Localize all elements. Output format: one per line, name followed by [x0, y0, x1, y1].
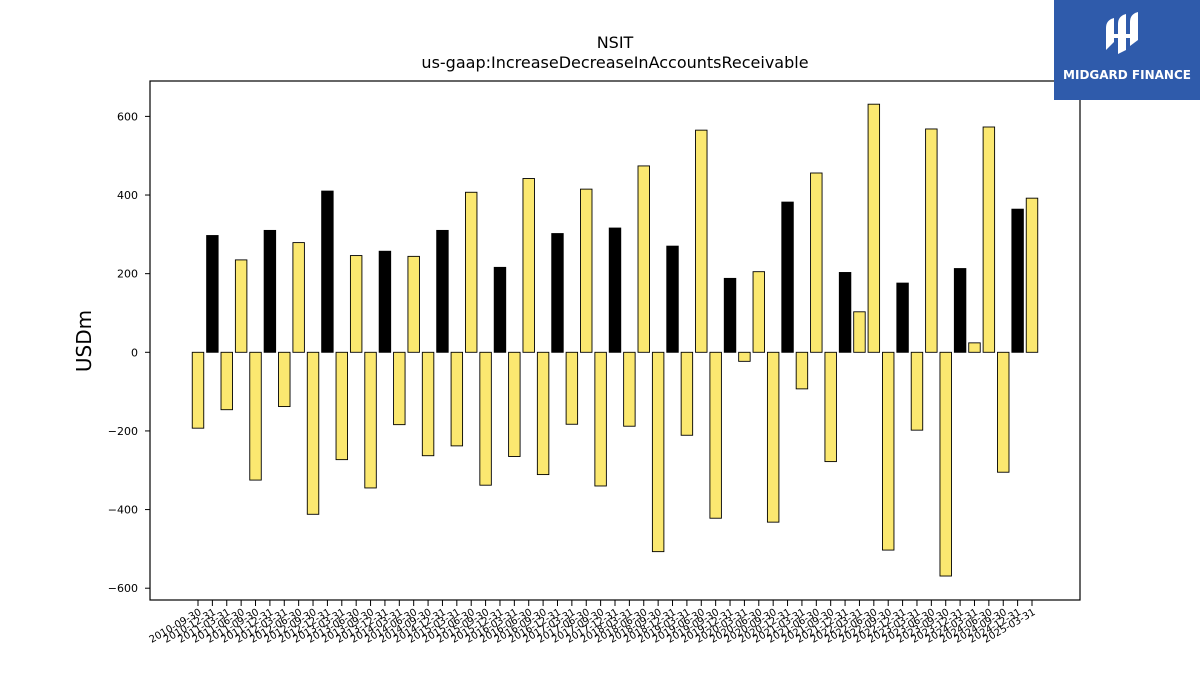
- bar-2023-09-30: [939, 351, 952, 577]
- bar-2020-09-30: [766, 351, 780, 523]
- bar-2017-09-30: [594, 351, 607, 487]
- bar-2011-06-30: [234, 259, 248, 353]
- bar-2022-09-30: [882, 351, 895, 551]
- bar-2025-03-31: [1025, 197, 1039, 353]
- bar-2022-03-31: [853, 311, 866, 353]
- bar-2020-03-31: [738, 351, 751, 362]
- bar-2014-12-31: [436, 229, 449, 353]
- bar-2013-09-30: [364, 351, 377, 489]
- bar-2014-06-30: [407, 255, 420, 353]
- bar-2011-09-30: [249, 351, 262, 481]
- bar-2015-12-31: [493, 266, 507, 353]
- bar-2012-12-31: [321, 190, 334, 353]
- y-tick-label: 600: [117, 110, 138, 123]
- bar-2012-03-31: [278, 351, 291, 408]
- bar-2023-12-31: [953, 268, 967, 353]
- midgard-finance-logo: MIDGARD FINANCE: [1054, 0, 1200, 100]
- bar-2021-12-31: [838, 272, 852, 353]
- bar-2012-06-30: [292, 242, 305, 353]
- bar-2013-03-31: [335, 351, 348, 461]
- bar-2019-09-30: [709, 351, 722, 519]
- bar-2012-09-30: [306, 351, 320, 515]
- bars-group: [191, 103, 1039, 577]
- bar-2014-09-30: [421, 351, 435, 457]
- bar-2018-03-31: [623, 351, 636, 427]
- bar-2019-03-31: [680, 351, 694, 436]
- plot-frame: [149, 80, 1081, 601]
- bar-2013-06-30: [349, 255, 363, 353]
- bar-2017-12-31: [608, 227, 622, 353]
- x-axis-ticks: 2010-09-302010-12-312011-03-312011-06-30…: [148, 600, 1038, 646]
- chart-subtitle: us-gaap:IncreaseDecreaseInAccountsReceiv…: [421, 53, 808, 72]
- bar-2024-09-30: [997, 351, 1010, 473]
- bar-2019-06-30: [695, 129, 708, 353]
- bar-2023-06-30: [925, 128, 938, 353]
- y-tick-label: −200: [108, 425, 138, 438]
- bar-2018-06-30: [637, 165, 650, 353]
- y-axis-ticks: −600 −400 −200 0 200 400 600: [108, 110, 150, 595]
- bar-2010-09-30: [191, 351, 205, 429]
- bar-2014-03-31: [393, 351, 406, 426]
- bar-2018-09-30: [651, 351, 665, 553]
- bar-2024-06-30: [982, 126, 996, 353]
- bar-2018-12-31: [666, 245, 679, 353]
- y-tick-label: 0: [131, 346, 138, 359]
- bar-2021-03-31: [795, 351, 809, 390]
- bar-2016-06-30: [522, 178, 535, 353]
- bar-2016-09-30: [536, 351, 550, 476]
- y-tick-label: 400: [117, 189, 138, 202]
- bar-2011-03-31: [220, 351, 233, 411]
- bar-2016-03-31: [508, 351, 521, 457]
- midgard-logo-icon: [1106, 12, 1138, 54]
- bar-2013-12-31: [378, 250, 392, 353]
- bar-2017-06-30: [580, 188, 593, 353]
- bar-2024-12-31: [1011, 208, 1024, 353]
- bar-2015-03-31: [450, 351, 464, 447]
- bar-2019-12-31: [723, 277, 737, 353]
- bar-2016-12-31: [551, 233, 564, 353]
- y-axis-label: USDm: [72, 310, 96, 372]
- bar-2011-12-31: [263, 229, 277, 353]
- logo-text: MIDGARD FINANCE: [1063, 68, 1191, 82]
- bar-2017-03-31: [565, 351, 579, 425]
- y-tick-label: −600: [108, 582, 138, 595]
- y-tick-label: −400: [108, 504, 138, 517]
- chart-title: NSIT: [597, 33, 634, 52]
- bar-2024-03-31: [968, 342, 981, 353]
- bar-2015-06-30: [465, 191, 478, 353]
- bar-2022-06-30: [867, 103, 881, 353]
- bar-2022-12-31: [896, 282, 909, 353]
- bar-2015-09-30: [479, 351, 492, 486]
- bar-2023-03-31: [910, 351, 924, 431]
- y-tick-label: 200: [117, 268, 138, 281]
- bar-2020-12-31: [781, 201, 794, 353]
- bar-2021-09-30: [824, 351, 837, 463]
- bar-2021-06-30: [810, 172, 823, 353]
- bar-2020-06-30: [752, 271, 765, 353]
- bar-2010-12-31: [206, 235, 219, 353]
